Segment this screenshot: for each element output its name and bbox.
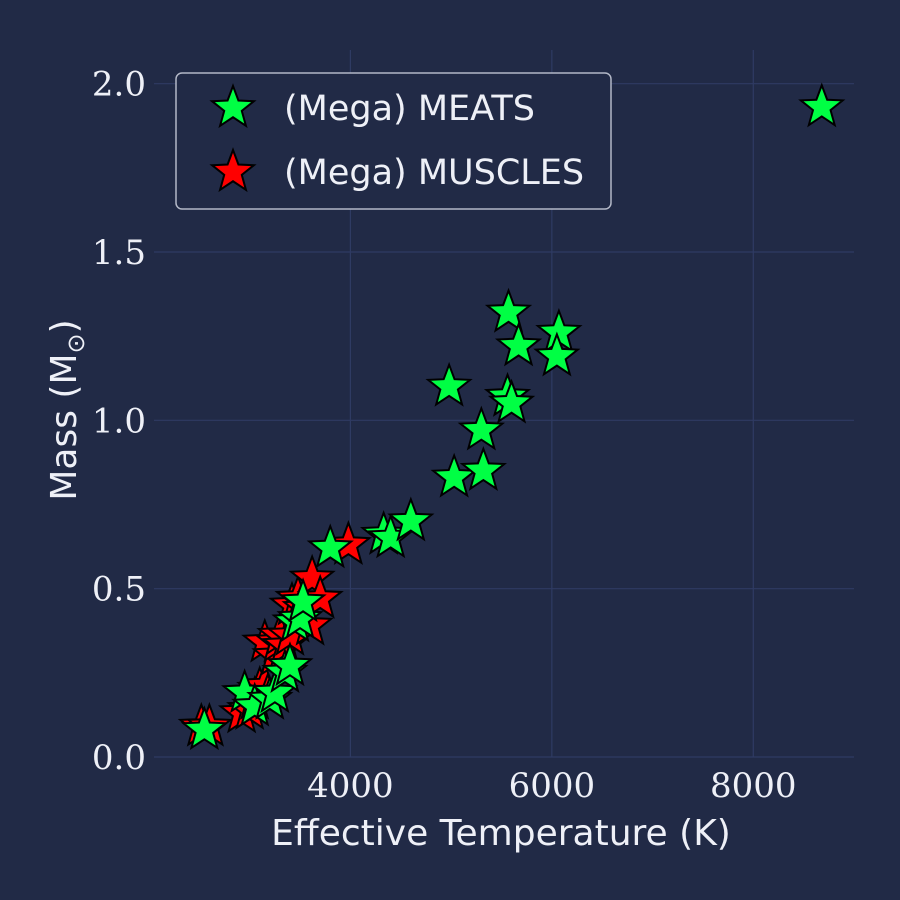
legend-label-meats: (Mega) MEATS xyxy=(284,89,535,129)
meats-point xyxy=(306,523,354,569)
x-axis-label: Effective Temperature (K) xyxy=(271,813,731,854)
y-axis-label: Mass (M⊙) xyxy=(44,319,90,500)
y-axis-label-symbol: ⊙ xyxy=(62,333,90,353)
meats-point xyxy=(487,378,536,424)
x-tick-label: 4000 xyxy=(307,766,394,806)
tick-labels: 4000 6000 8000 0.0 0.5 1.0 1.5 2.0 xyxy=(92,65,797,806)
legend-icon-meats xyxy=(209,83,257,129)
muscles-point xyxy=(288,553,336,599)
x-tick-label: 8000 xyxy=(710,766,797,806)
data-points xyxy=(177,82,846,751)
y-axis-label-close: ) xyxy=(44,319,85,333)
y-tick-label: 0.5 xyxy=(92,570,146,610)
meats-point xyxy=(533,331,581,377)
meats-point xyxy=(180,705,228,751)
meats-point xyxy=(387,496,435,542)
meats-point xyxy=(266,641,314,687)
x-tick-label: 6000 xyxy=(509,766,596,806)
meats-point xyxy=(459,445,507,491)
y-tick-label: 1.0 xyxy=(92,401,146,441)
meats-point xyxy=(425,361,473,407)
meats-point xyxy=(276,594,324,640)
y-tick-label: 2.0 xyxy=(92,65,146,105)
legend-box xyxy=(175,72,612,210)
legend: (Mega) MEATS (Mega) MUSCLES xyxy=(175,72,612,210)
legend-icons xyxy=(209,83,257,193)
meats-point xyxy=(484,287,533,333)
meats-point xyxy=(494,321,543,367)
legend-icon-muscles xyxy=(209,147,257,193)
meats-point xyxy=(279,577,327,623)
y-tick-label: 1.5 xyxy=(92,233,146,273)
legend-label-muscles: (Mega) MUSCLES xyxy=(284,153,584,193)
y-axis-label-main: Mass (M xyxy=(44,353,85,500)
y-tick-label: 0.0 xyxy=(92,738,146,778)
meats-point xyxy=(798,82,846,128)
